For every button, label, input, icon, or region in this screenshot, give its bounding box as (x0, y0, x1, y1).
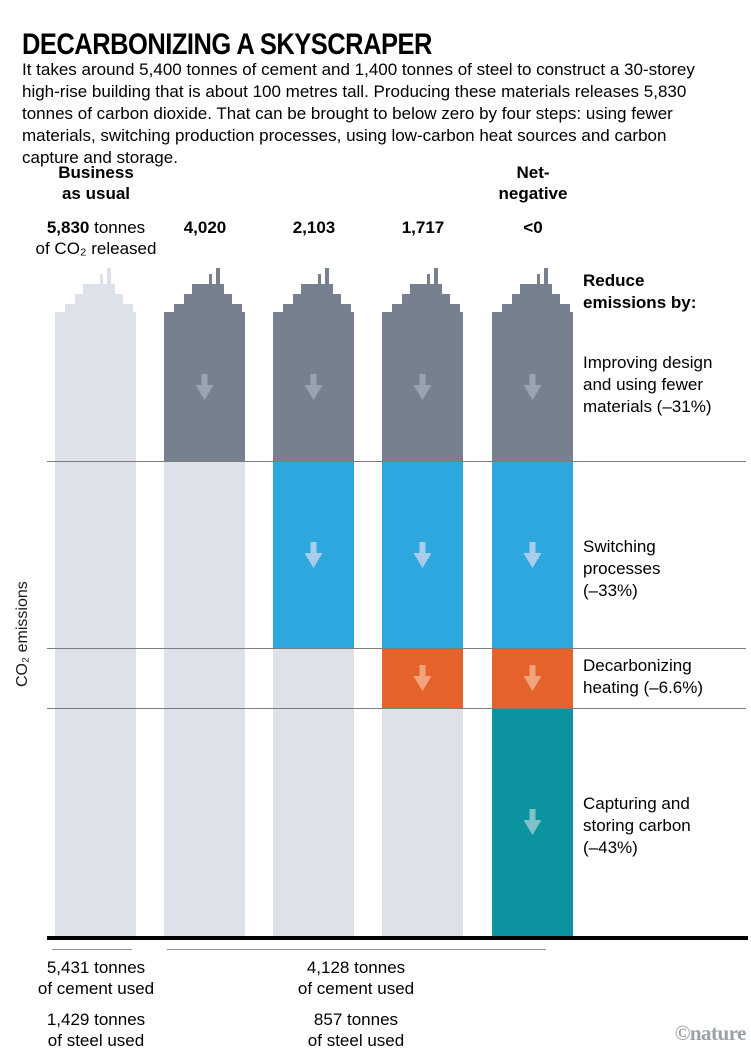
bar-segment-base (382, 708, 463, 936)
bar-net-negative (492, 268, 573, 936)
bar-business-as-usual (55, 268, 136, 936)
legend-step-switching-processes: Switching processes (–33%) (583, 537, 661, 600)
column-header-switched-processes: 2,103 (239, 162, 389, 238)
column-header-fewer-materials: 4,020 (130, 162, 280, 238)
down-arrow-icon (523, 665, 542, 691)
column-header-decarbonized-heating: 1,717 (348, 162, 498, 238)
bar-segment-blue (382, 461, 463, 648)
building-roof-step (520, 284, 552, 294)
intro-text: It takes around 5,400 tonnes of cement a… (22, 60, 695, 167)
building-roof-step (184, 294, 232, 304)
down-arrow-icon (413, 665, 432, 691)
bar-segment-dark (382, 312, 463, 461)
building-roof-step (174, 304, 242, 312)
column-value: 1,717 (401, 218, 445, 237)
building-antenna (209, 274, 212, 284)
bar-segment-teal (492, 708, 573, 936)
page-title: DECARBONIZING A SKYSCRAPER (22, 28, 432, 62)
legend-step-improving-design: Improving design and using fewer materia… (583, 353, 713, 416)
building-roof-step (402, 294, 450, 304)
gridline-step-2 (47, 648, 746, 649)
footnote-steel-business-as-usual: 1,429 tonnes of steel used (46, 1010, 146, 1050)
column-header-business-as-usual: Business as usual 5,830 tonnes of CO₂ re… (21, 162, 171, 259)
column-value-line2: of CO₂ released (35, 239, 157, 258)
bar-segment-orange (382, 648, 463, 708)
down-arrow-icon (523, 373, 542, 400)
bar-segment-base (164, 648, 245, 708)
down-arrow-icon (413, 541, 432, 568)
y-axis-label: CO₂ emissions (14, 581, 31, 687)
bar-segment-base (164, 461, 245, 648)
bar-segment-base (273, 648, 354, 708)
bracket-line-business-as-usual (52, 949, 132, 950)
building-roof-step (502, 304, 570, 312)
footnote-cement-business-as-usual: 5,431 tonnes of cement used (37, 958, 155, 998)
column-value: 5,830 tonnes (46, 218, 146, 237)
column-value: <0 (523, 218, 543, 237)
bar-segment-base (55, 312, 136, 461)
building-antenna (100, 274, 103, 284)
legend-header: Reduce emissions by: (583, 271, 697, 312)
down-arrow-icon (195, 373, 214, 400)
column-value: 4,020 (183, 218, 227, 237)
bar-switched-processes (273, 268, 354, 936)
building-antenna (318, 274, 321, 284)
footnote-cement-decarbonized: 4,128 tonnes of cement used (297, 958, 415, 998)
gridline-step-1 (47, 461, 746, 462)
bar-segment-dark (273, 312, 354, 461)
building-roof-step (293, 294, 341, 304)
down-arrow-icon (523, 541, 542, 568)
column-value: 2,103 (292, 218, 336, 237)
bar-fewer-materials (164, 268, 245, 936)
bar-segment-base (55, 648, 136, 708)
bar-segment-dark (164, 312, 245, 461)
building-roof-step (301, 284, 333, 294)
building-antenna (537, 274, 540, 284)
bar-segment-base (55, 708, 136, 936)
down-arrow-icon (304, 541, 323, 568)
column-header-net-negative: Net- negative <0 (458, 162, 608, 238)
legend-step-capturing-carbon: Capturing and storing carbon (–43%) (583, 794, 691, 857)
bar-segment-base (55, 461, 136, 648)
building-roof-step (283, 304, 351, 312)
footnote-steel-decarbonized: 857 tonnes of steel used (307, 1010, 405, 1050)
bar-segment-orange (492, 648, 573, 708)
building-roof-step (65, 304, 133, 312)
building-roof-step (75, 294, 123, 304)
down-arrow-icon (413, 373, 432, 400)
bar-decarbonized-heating (382, 268, 463, 936)
building-roof-step (192, 284, 224, 294)
bar-segment-base (273, 708, 354, 936)
building-roof-step (512, 294, 560, 304)
bar-segment-blue (273, 461, 354, 648)
column-top-label: Business as usual (58, 163, 134, 203)
legend-step-decarbonizing-heating: Decarbonizing heating (–6.6%) (583, 656, 704, 697)
building-antenna (427, 274, 430, 284)
down-arrow-icon (304, 373, 323, 400)
building-antenna (325, 268, 329, 284)
building-roof-step (410, 284, 442, 294)
building-antenna (216, 268, 220, 284)
gridline-step-3 (47, 708, 746, 709)
building-roof-step (392, 304, 460, 312)
bar-segment-base (164, 708, 245, 936)
bar-segment-blue (492, 461, 573, 648)
nature-logo: ©nature (674, 1021, 747, 1045)
building-antenna (434, 268, 438, 284)
down-arrow-icon (523, 809, 542, 835)
building-antenna (107, 268, 111, 284)
building-antenna (544, 268, 548, 284)
x-axis-baseline (47, 936, 748, 940)
building-roof-step (83, 284, 115, 294)
bracket-line-decarbonized (167, 949, 546, 950)
bar-segment-dark (492, 312, 573, 461)
